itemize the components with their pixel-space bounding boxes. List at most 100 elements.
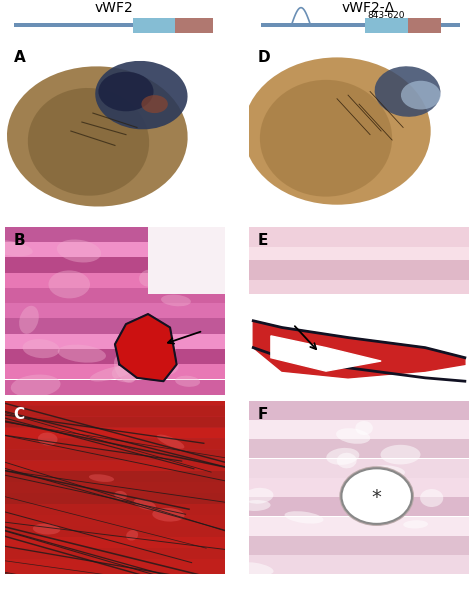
Ellipse shape — [420, 489, 443, 507]
Ellipse shape — [114, 355, 137, 383]
Bar — [5, 364, 225, 379]
Bar — [249, 439, 469, 458]
Text: A: A — [14, 50, 25, 65]
Bar — [5, 273, 225, 288]
Ellipse shape — [337, 453, 356, 468]
Bar — [5, 379, 225, 395]
Text: B: B — [14, 233, 25, 249]
Bar — [5, 373, 225, 383]
Ellipse shape — [171, 263, 223, 292]
Bar — [5, 406, 225, 416]
Text: C: C — [14, 408, 25, 422]
Bar — [5, 227, 225, 242]
Ellipse shape — [284, 511, 323, 524]
Ellipse shape — [149, 352, 167, 378]
Ellipse shape — [241, 500, 271, 511]
Ellipse shape — [57, 240, 101, 263]
Bar — [14, 23, 213, 27]
Bar — [5, 383, 225, 394]
Ellipse shape — [155, 337, 176, 360]
Ellipse shape — [139, 270, 160, 287]
Text: vWF2-Δ: vWF2-Δ — [341, 1, 394, 15]
Bar — [5, 560, 225, 570]
Bar — [5, 527, 225, 537]
Ellipse shape — [370, 465, 405, 478]
Ellipse shape — [381, 445, 420, 465]
Ellipse shape — [244, 488, 273, 504]
Bar — [5, 334, 225, 349]
Bar — [5, 548, 225, 559]
Ellipse shape — [58, 345, 106, 363]
Bar — [365, 18, 408, 32]
Ellipse shape — [89, 474, 114, 482]
Text: F: F — [258, 408, 268, 422]
Bar — [5, 471, 225, 482]
Ellipse shape — [236, 562, 273, 575]
Ellipse shape — [161, 294, 191, 306]
Ellipse shape — [141, 95, 168, 113]
Ellipse shape — [23, 339, 60, 358]
Ellipse shape — [403, 520, 428, 528]
Bar — [249, 555, 469, 574]
Bar — [5, 242, 225, 257]
Bar — [175, 18, 213, 32]
Ellipse shape — [152, 508, 184, 522]
Ellipse shape — [38, 432, 57, 445]
Ellipse shape — [19, 306, 39, 334]
Text: 843-620: 843-620 — [367, 11, 405, 19]
Ellipse shape — [28, 88, 149, 196]
Ellipse shape — [356, 421, 373, 435]
Bar — [5, 581, 225, 589]
Text: *: * — [372, 488, 382, 507]
Ellipse shape — [0, 240, 33, 256]
Bar — [5, 461, 225, 471]
Bar — [5, 439, 225, 449]
Text: vWF2: vWF2 — [94, 1, 133, 15]
Ellipse shape — [112, 365, 140, 382]
Text: E: E — [258, 233, 268, 249]
Bar — [5, 395, 225, 405]
Bar — [5, 504, 225, 515]
Ellipse shape — [157, 435, 184, 449]
Bar — [5, 449, 225, 460]
Polygon shape — [271, 336, 381, 371]
Bar — [5, 570, 225, 581]
Ellipse shape — [48, 270, 90, 299]
Bar — [249, 382, 469, 401]
Ellipse shape — [243, 57, 431, 205]
Ellipse shape — [326, 448, 359, 465]
Bar — [249, 536, 469, 555]
Bar — [5, 257, 225, 273]
Polygon shape — [115, 314, 177, 381]
Ellipse shape — [126, 530, 138, 541]
Ellipse shape — [142, 353, 179, 376]
Ellipse shape — [33, 524, 60, 535]
Bar — [249, 459, 469, 478]
Bar — [5, 428, 225, 438]
Ellipse shape — [336, 428, 370, 444]
Bar — [5, 303, 225, 318]
Ellipse shape — [134, 499, 156, 510]
Bar — [261, 23, 460, 27]
Bar — [5, 494, 225, 504]
Bar — [5, 349, 225, 364]
Bar — [5, 211, 225, 227]
Ellipse shape — [114, 491, 127, 499]
Bar — [249, 401, 469, 420]
Bar — [5, 416, 225, 427]
Bar — [249, 517, 469, 535]
Ellipse shape — [7, 67, 188, 207]
Ellipse shape — [374, 66, 440, 117]
Ellipse shape — [260, 80, 392, 197]
Ellipse shape — [95, 61, 188, 130]
Bar — [408, 18, 441, 32]
Bar — [249, 497, 469, 517]
Bar — [249, 247, 469, 260]
Bar — [5, 537, 225, 548]
Bar — [249, 260, 469, 280]
Bar — [5, 515, 225, 526]
Bar — [133, 18, 175, 32]
Ellipse shape — [175, 376, 200, 387]
Ellipse shape — [11, 375, 61, 397]
Polygon shape — [253, 321, 465, 378]
